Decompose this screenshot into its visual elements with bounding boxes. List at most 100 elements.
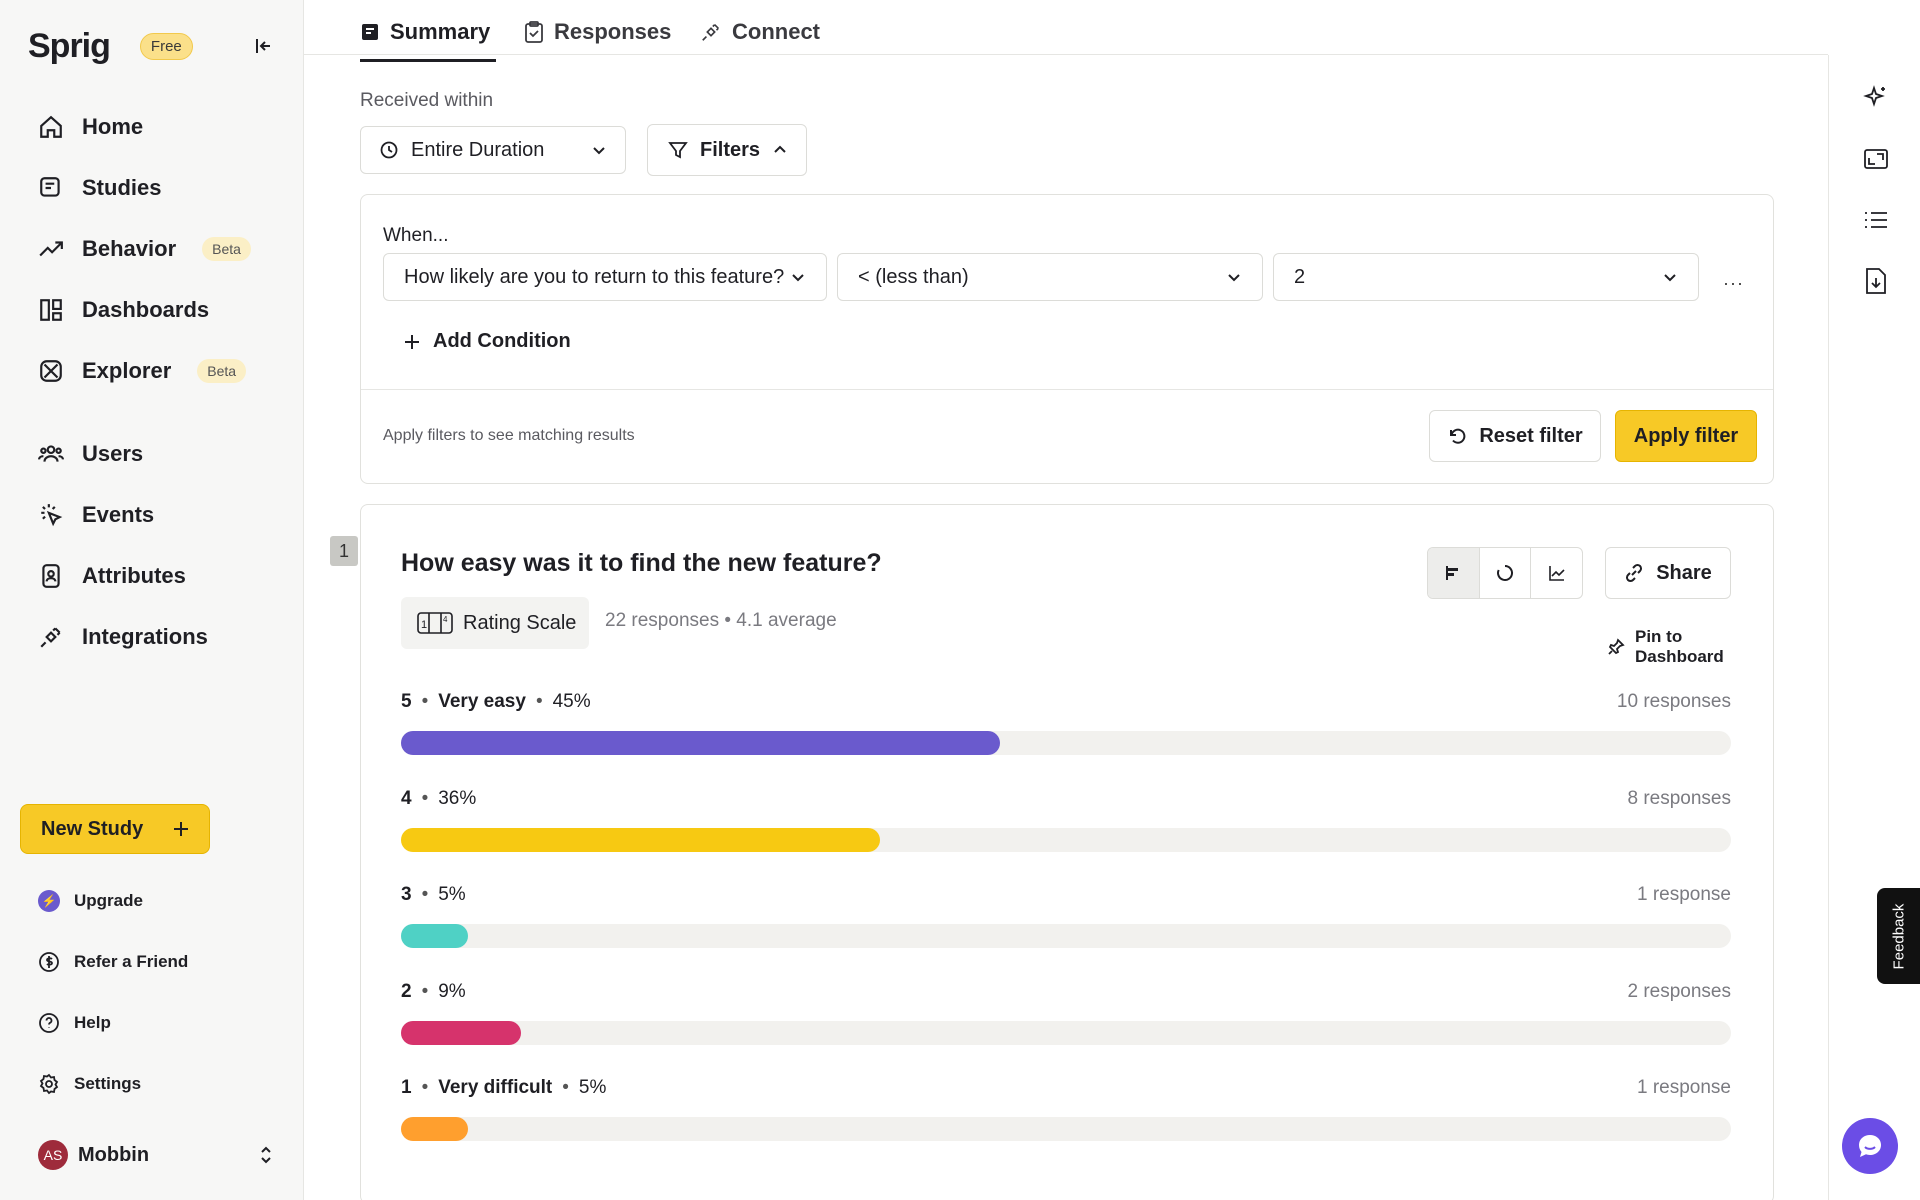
bullet-separator: • — [421, 980, 429, 1002]
sidebar-item-help[interactable]: Help — [38, 992, 278, 1053]
rating-percent: 5% — [578, 1077, 607, 1098]
rating-response-count: 8 responses — [1627, 787, 1731, 809]
pin-to-dashboard-button[interactable]: Pin to Dashboard — [1607, 627, 1773, 667]
explorer-icon — [36, 356, 66, 386]
beta-badge: Beta — [202, 236, 251, 261]
rating-bar-track — [401, 924, 1731, 948]
question-select-value: How likely are you to return to this fea… — [404, 265, 785, 288]
gear-icon — [38, 1073, 60, 1095]
sidebar-item-label: Integrations — [82, 623, 208, 649]
reset-icon — [1447, 426, 1467, 446]
user-menu[interactable]: AS Mobbin — [38, 1136, 274, 1174]
filters-label: Filters — [700, 138, 761, 161]
more-options-icon[interactable]: ··· — [1723, 273, 1744, 293]
pin-label: Pin to Dashboard — [1635, 627, 1724, 666]
duration-dropdown[interactable]: Entire Duration — [360, 126, 626, 174]
duration-value: Entire Duration — [411, 138, 545, 161]
sidebar-item-settings[interactable]: Settings — [38, 1053, 278, 1114]
filter-hint: Apply filters to see matching results — [383, 427, 635, 444]
trending-up-icon — [36, 234, 66, 264]
value-select[interactable]: 2 — [1273, 253, 1699, 301]
share-label: Share — [1656, 561, 1712, 584]
events-icon — [36, 500, 66, 530]
dashboard-icon — [36, 295, 66, 325]
donut-view-button[interactable] — [1480, 548, 1532, 598]
question-number: 1 — [330, 536, 358, 566]
rating-score: 2 — [401, 980, 412, 1002]
filter-icon — [668, 140, 688, 160]
add-condition-button[interactable]: Add Condition — [403, 330, 571, 353]
sidebar-item-label: Refer a Friend — [74, 951, 189, 971]
rating-row-label: 1 • Very difficult • 5% — [401, 1077, 606, 1099]
filter-panel: When... How likely are you to return to … — [360, 194, 1774, 484]
sidebar-item-label: Help — [74, 1012, 111, 1032]
chat-launcher-button[interactable] — [1842, 1118, 1898, 1174]
sidebar-item-label: Studies — [82, 174, 162, 200]
users-icon — [36, 439, 66, 469]
rating-percent: 5% — [438, 884, 466, 905]
studies-icon — [36, 173, 66, 203]
feedback-tab[interactable]: Feedback — [1877, 888, 1920, 984]
rating-anchor-label: Very difficult — [438, 1077, 553, 1098]
expand-icon[interactable] — [1861, 144, 1891, 174]
tab-summary[interactable]: Summary — [360, 12, 490, 52]
bullet-separator: • — [535, 691, 543, 712]
sidebar-item-refer[interactable]: Refer a Friend — [38, 931, 278, 992]
help-icon — [38, 1012, 60, 1034]
value-select-value: 2 — [1294, 265, 1306, 288]
avatar: AS — [38, 1140, 68, 1170]
sprig-logo[interactable]: Sprig — [28, 26, 111, 65]
reset-filter-button[interactable]: Reset filter — [1429, 410, 1601, 462]
apply-filter-button[interactable]: Apply filter — [1615, 410, 1757, 462]
rating-score: 4 — [401, 787, 412, 809]
chevron-down-icon — [1662, 269, 1678, 285]
sparkle-icon[interactable] — [1861, 83, 1891, 113]
rating-bar-track — [401, 1117, 1731, 1141]
list-icon[interactable] — [1861, 205, 1891, 235]
sidebar-item-dashboards[interactable]: Dashboards — [36, 279, 276, 340]
sidebar-item-label: Dashboards — [82, 296, 210, 322]
rating-row: 4 • 36% 8 responses — [401, 788, 1731, 868]
tab-label: Connect — [732, 19, 820, 44]
plug-icon — [700, 21, 722, 43]
sidebar-item-home[interactable]: Home — [36, 96, 276, 157]
sidebar-item-integrations[interactable]: Integrations — [36, 606, 276, 667]
tab-responses[interactable]: Responses — [524, 12, 671, 52]
bullet-separator: • — [421, 691, 429, 712]
rating-score: 5 — [401, 691, 412, 712]
new-study-button[interactable]: New Study — [20, 804, 210, 854]
operator-select[interactable]: < (less than) — [837, 253, 1263, 301]
sidebar-item-events[interactable]: Events — [36, 484, 276, 545]
download-icon[interactable] — [1861, 266, 1891, 296]
plus-icon — [171, 819, 191, 839]
home-icon — [36, 112, 66, 142]
chevron-up-down-icon — [258, 1145, 274, 1165]
rating-response-count: 10 responses — [1616, 691, 1731, 712]
bar-view-button[interactable] — [1428, 548, 1480, 598]
sidebar-item-label: Behavior — [82, 235, 177, 261]
sidebar-item-attributes[interactable]: Attributes — [36, 545, 276, 606]
active-tab-indicator — [360, 59, 496, 62]
share-button[interactable]: Share — [1605, 547, 1731, 599]
sidebar-item-upgrade[interactable]: ⚡ Upgrade — [38, 870, 278, 931]
rating-bar-fill — [401, 827, 880, 852]
apply-filter-label: Apply filter — [1633, 424, 1739, 447]
tab-bar: Summary Responses Connect — [304, 0, 1828, 62]
line-view-button[interactable] — [1531, 548, 1582, 598]
collapse-sidebar-icon[interactable] — [250, 32, 278, 60]
question-select[interactable]: How likely are you to return to this fea… — [383, 253, 827, 301]
user-name: Mobbin — [78, 1143, 150, 1166]
tab-connect[interactable]: Connect — [700, 12, 820, 52]
donut-chart-icon — [1496, 564, 1514, 582]
sidebar-item-label: Attributes — [82, 562, 186, 588]
sidebar-item-label: Events — [82, 501, 155, 527]
svg-text:1: 1 — [421, 619, 427, 631]
rating-bar-track — [401, 731, 1731, 755]
sidebar-item-behavior[interactable]: Behavior Beta — [36, 218, 276, 279]
rating-row: 1 • Very difficult • 5% 1 response — [401, 1077, 1731, 1157]
chevron-down-icon — [790, 269, 806, 285]
filters-toggle-button[interactable]: Filters — [647, 124, 807, 176]
sidebar-item-studies[interactable]: Studies — [36, 157, 276, 218]
sidebar-item-users[interactable]: Users — [36, 423, 276, 484]
sidebar-item-explorer[interactable]: Explorer Beta — [36, 340, 276, 401]
